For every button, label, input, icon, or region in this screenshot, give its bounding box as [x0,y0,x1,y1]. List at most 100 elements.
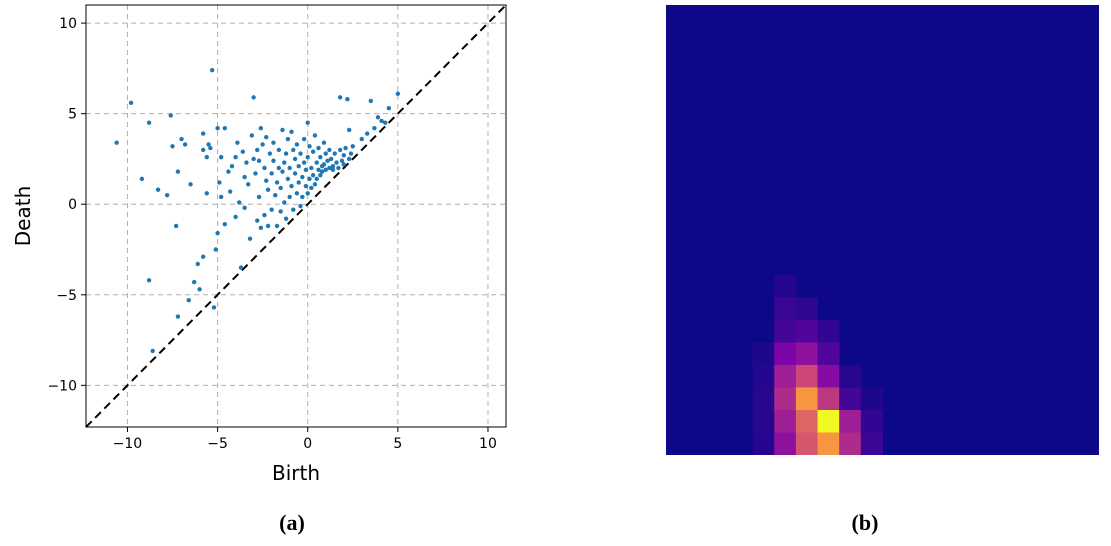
scatter-point [321,140,327,145]
scatter-point [255,147,260,153]
x-tick-label: −10 [113,436,143,452]
scatter-point [228,189,233,194]
scatter-point [235,140,240,145]
heatmap-cell [795,342,819,366]
scatter-point [226,169,231,174]
scatter-point [247,236,253,241]
heatmap-cell [817,387,840,411]
scatter-point [300,174,305,180]
scatter-point [305,154,310,160]
scatter-point [197,287,202,292]
scatter-point [146,278,152,283]
heatmap-cell [817,410,840,433]
scatter-point [175,169,181,174]
heatmap-cell [752,432,775,455]
scatter-point [305,120,310,125]
scatter-point [294,142,300,147]
scatter-point [292,156,298,162]
scatter-point [271,140,276,145]
scatter-point [287,165,292,171]
scatter-point [291,147,296,153]
scatter-point [204,191,209,196]
scatter-point [195,261,200,267]
scatter-point [128,100,134,106]
scatter-point [233,214,238,220]
scatter-point [337,147,343,153]
scatter-point [262,165,267,171]
scatter-point [240,149,246,154]
scatter-point [218,154,224,160]
scatter-point [264,178,269,183]
heatmap-cell [839,432,862,455]
scatter-point [300,194,305,200]
scatter-point [292,171,298,176]
scatter-point [303,167,309,173]
scatter-point [346,156,352,162]
scatter-points [114,68,401,354]
scatter-point [283,151,289,156]
scatter-point [274,223,280,229]
heatmap-cell [817,432,840,455]
scatter-point [323,151,328,156]
scatter-point [319,169,325,174]
axes-frame [85,4,507,428]
scatter-point [359,136,364,142]
heatmap-cell [795,387,819,411]
scatter-point [269,207,274,212]
scatter-point [251,156,256,162]
scatter-point [350,144,355,149]
heatmap-cell [839,387,862,411]
scatter-point [215,125,220,131]
x-tick-label: 5 [393,436,402,452]
scatter-point [206,142,211,147]
x-tick-label: −5 [207,436,228,452]
scatter-point [341,162,346,167]
scatter-point [287,194,292,200]
scatter-point [328,156,334,162]
scatter-point [222,125,227,131]
scatter-point [237,200,242,205]
scatter-point [244,160,249,165]
scatter-point [289,129,294,134]
heatmap-cell [795,365,819,388]
scatter-point [278,209,283,214]
scatter-point [170,144,175,149]
scatter-point [298,203,303,209]
y-tick-label: −10 [47,378,77,394]
scatter-point [274,180,280,185]
heatmap-cell [774,432,797,455]
scatter-point [276,147,282,153]
scatter-point [285,136,291,142]
scatter-point [296,180,301,185]
scatter-point [218,194,224,200]
scatter-point [173,223,179,229]
x-tick-label: 10 [479,436,497,452]
x-tick-label: 0 [303,436,312,452]
scatter-point [182,142,188,147]
scatter-point [312,133,318,138]
scatter-point [253,171,258,176]
scatter-point [294,191,300,196]
scatter-point [179,136,184,142]
scatter-point [325,158,330,163]
scatter-point [305,191,310,196]
scatter-point [282,200,287,205]
scatter-point [323,167,328,173]
heatmap-cell [752,410,775,433]
scatter-point [303,183,309,189]
scatter-point [242,174,247,180]
scatter-point [310,149,316,154]
heatmap-cell [795,432,819,455]
scatter-point [327,147,332,153]
scatter-point [200,254,206,259]
heatmap-cell [839,410,862,433]
scatter-point [215,231,220,236]
scatter-point [246,182,251,187]
scatter-point [200,131,206,136]
heatmap-cell [774,320,797,343]
heatmap-cell [752,365,775,388]
scatter-point [249,133,255,138]
scatter-point [310,173,316,178]
scatter-point [238,265,244,270]
scatter-point [301,136,307,142]
